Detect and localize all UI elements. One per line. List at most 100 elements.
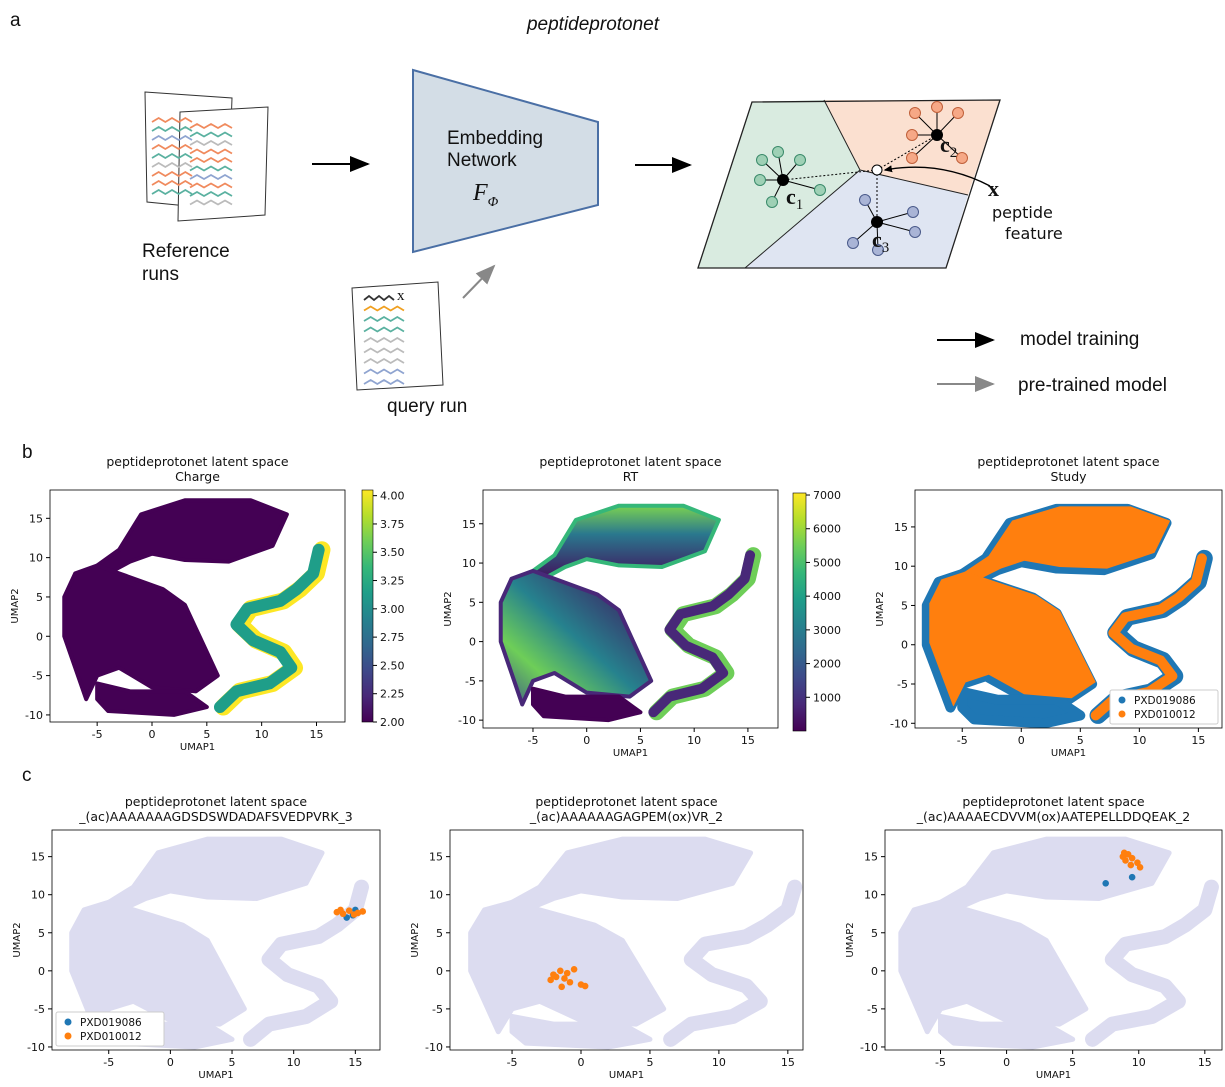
node (908, 207, 919, 218)
y-tick-label: -5 (465, 675, 476, 688)
chart-subtitle: _(ac)AAAAAAGAGPEM(ox)VR_2 (529, 809, 723, 824)
x-tick-label: 10 (1132, 1056, 1146, 1069)
y-tick-label: 5 (901, 599, 908, 612)
chart: peptideprotonet latent space_(ac)AAAAAAG… (410, 794, 803, 1081)
chart-title: peptideprotonet latent space (106, 454, 289, 469)
panel-label: b (22, 442, 33, 463)
cloud-region (1092, 887, 1211, 1039)
x-tick-label: -5 (103, 1056, 114, 1069)
y-tick-label: -5 (867, 1003, 878, 1016)
x-tick-label: 10 (255, 728, 269, 741)
legend-label: PXD010012 (80, 1031, 142, 1043)
diagram-title: peptideprotonet (526, 14, 660, 35)
panel-label: a (10, 10, 21, 31)
subscript: 3 (882, 240, 890, 256)
chart-title: peptideprotonet latent space (125, 794, 308, 809)
x-axis-label: UMAP1 (1036, 1070, 1071, 1081)
y-tick-label: -5 (432, 1003, 443, 1016)
point (547, 977, 554, 984)
x-axis-label: UMAP1 (198, 1070, 233, 1081)
node (815, 185, 826, 196)
node (755, 175, 766, 186)
x-tick-label: 5 (229, 1056, 236, 1069)
x-tick-label: -5 (92, 728, 103, 741)
cloud (901, 839, 1212, 1047)
y-tick-label: 0 (901, 639, 908, 652)
y-tick-label: 10 (31, 889, 45, 902)
chart: peptideprotonet latent space_(ac)AAAAAAA… (12, 794, 380, 1081)
point (558, 984, 565, 991)
y-tick-label: 15 (864, 851, 878, 864)
x-tick-label: 0 (1003, 1056, 1010, 1069)
x-tick-label: 0 (148, 728, 155, 741)
x-tick-label: 5 (203, 728, 210, 741)
y-tick-label: 5 (871, 927, 878, 940)
point (359, 908, 366, 915)
y-tick-label: 0 (469, 636, 476, 649)
x-tick-label: 0 (577, 1056, 584, 1069)
x-tick-label: -5 (935, 1056, 946, 1069)
node (795, 155, 806, 166)
cloud (64, 500, 322, 715)
cloud-region (501, 571, 651, 705)
point (1122, 857, 1129, 864)
cloud-region (96, 839, 322, 917)
y-tick-label: 0 (871, 965, 878, 978)
x-tick-label: -5 (957, 734, 968, 747)
chart-subtitle: Charge (175, 469, 220, 484)
point (1102, 880, 1109, 887)
colorbar-tick-label: 4000 (813, 590, 841, 603)
point (557, 968, 564, 975)
legend-marker (65, 1033, 72, 1040)
colorbar-tick-label: 2.25 (380, 688, 405, 701)
x-tick-label: 10 (1132, 734, 1146, 747)
query-feature: x (397, 288, 405, 304)
node (953, 108, 964, 119)
node (860, 195, 871, 206)
legend-label: pre-trained model (1018, 375, 1167, 396)
x-tick-label: 0 (167, 1056, 174, 1069)
node (907, 130, 918, 141)
point (337, 907, 344, 914)
cloud-region (953, 507, 1169, 588)
colorbar-tick-label: 1000 (813, 691, 841, 704)
y-axis-label: UMAP2 (845, 922, 856, 957)
y-axis-label: UMAP2 (410, 922, 421, 957)
y-tick-label: 15 (429, 851, 443, 864)
y-tick-label: 15 (894, 521, 908, 534)
legend-marker (1119, 711, 1126, 718)
subscript: 1 (796, 197, 804, 213)
legend-label: model training (1020, 329, 1139, 350)
chart-subtitle: RT (623, 469, 639, 484)
cloud-region (251, 887, 362, 1039)
point (1129, 855, 1136, 862)
colorbar-tick-label: 3000 (813, 624, 841, 637)
chart-title: peptideprotonet latent space (539, 454, 722, 469)
x-tick-label: 15 (781, 1056, 795, 1069)
node (767, 197, 778, 208)
y-tick-label: -10 (860, 1041, 878, 1054)
cloud-region (901, 902, 1086, 1031)
y-tick-label: 15 (31, 851, 45, 864)
y-tick-label: -10 (27, 1041, 45, 1054)
feature-label: feature (1005, 224, 1063, 243)
x-tick-label: -5 (507, 1056, 518, 1069)
legend-label: PXD019086 (80, 1017, 142, 1029)
cloud-region (653, 555, 750, 712)
feature-label: peptide (992, 203, 1053, 222)
node (907, 153, 918, 164)
point (1121, 850, 1128, 857)
y-tick-label: 10 (894, 560, 908, 573)
subscript: 2 (950, 145, 958, 161)
x-tick-label: 15 (741, 734, 755, 747)
node (932, 102, 943, 113)
cloud-region (64, 565, 218, 699)
x-tick-label: 15 (1198, 1056, 1212, 1069)
chart-title: peptideprotonet latent space (977, 454, 1160, 469)
colorbar-tick-label: 3.25 (380, 575, 405, 588)
x-tick-label: 5 (646, 1056, 653, 1069)
colorbar-tick-label: 5000 (813, 556, 841, 569)
network-label: Network (447, 150, 517, 171)
colorbar-tick-label: 4.00 (380, 490, 405, 503)
